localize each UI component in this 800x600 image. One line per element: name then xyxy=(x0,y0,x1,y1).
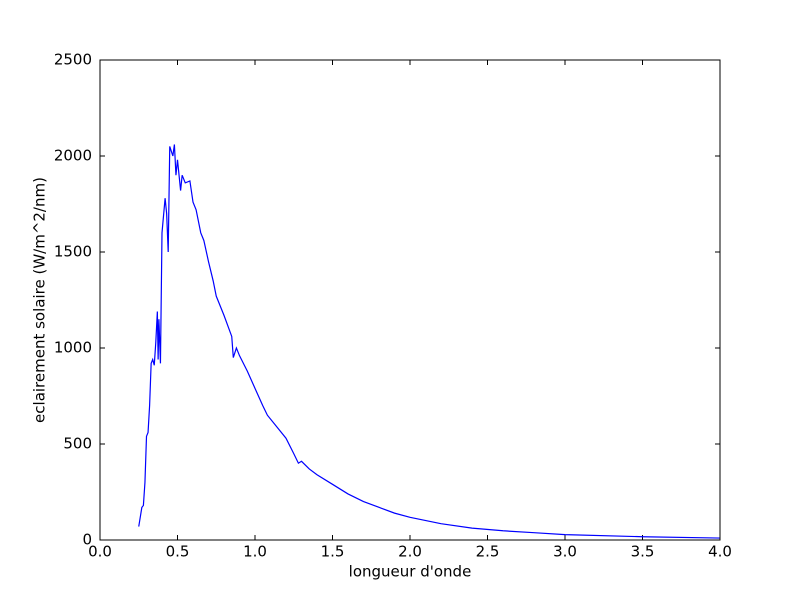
x-tick-label: 0.0 xyxy=(88,543,112,561)
y-tick-label: 2500 xyxy=(54,51,92,69)
y-tick-label: 1000 xyxy=(54,339,92,357)
y-axis-label: eclairement solaire (W/m^2/nm) xyxy=(31,177,49,423)
data-line xyxy=(138,144,721,539)
x-tick-label: 0.5 xyxy=(166,543,190,561)
y-tick-label: 0 xyxy=(82,531,92,549)
y-tick-label: 1500 xyxy=(54,243,92,261)
x-tick-label: 3.0 xyxy=(553,543,577,561)
y-tick-label: 2000 xyxy=(54,147,92,165)
y-tick-label: 500 xyxy=(63,435,92,453)
x-tick-label: 2.0 xyxy=(398,543,422,561)
x-tick-label: 1.0 xyxy=(243,543,267,561)
plot-frame xyxy=(99,59,721,541)
x-tick-label: 3.5 xyxy=(631,543,655,561)
x-tick-label: 2.5 xyxy=(476,543,500,561)
x-tick-label: 1.5 xyxy=(321,543,345,561)
x-axis-label: longueur d'onde xyxy=(349,563,472,581)
x-tick-label: 4.0 xyxy=(708,543,732,561)
